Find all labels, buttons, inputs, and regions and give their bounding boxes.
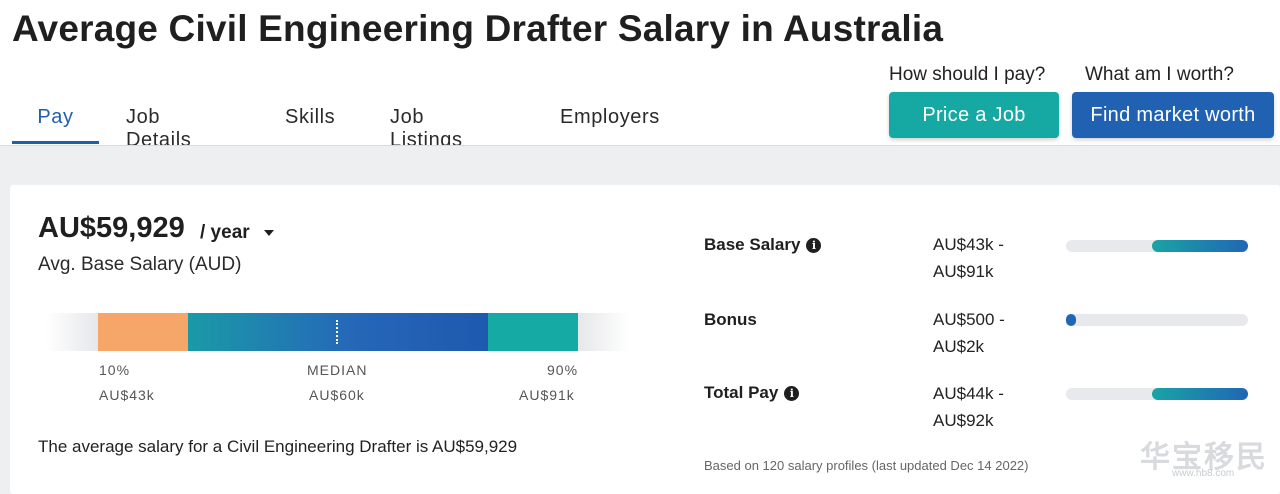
salary-amount: AU$59,929 <box>38 212 185 244</box>
p10-value: AU$43k <box>99 387 155 403</box>
range-segment-median <box>188 313 488 351</box>
base-salary-text: Base Salary <box>704 235 801 254</box>
caret-down-icon[interactable] <box>264 230 274 236</box>
tab-employers[interactable]: Employers <box>560 106 660 128</box>
total-pay-track <box>1066 388 1248 400</box>
pay-period-select[interactable]: / year <box>200 222 250 243</box>
total-pay-range-low: AU$44k - <box>933 384 1004 403</box>
bonus-text: Bonus <box>704 310 757 329</box>
base-salary-range-low: AU$43k - <box>933 235 1004 254</box>
tab-bar: Pay Job Details Skills Job Listings Empl… <box>12 100 659 151</box>
salary-range-bar <box>46 313 630 351</box>
bonus-range-low: AU$500 - <box>933 310 1005 329</box>
median-value: AU$60k <box>309 387 365 403</box>
base-salary-fill <box>1151 240 1248 252</box>
p90-label: 90% <box>547 362 579 378</box>
bonus-label: Bonus <box>704 310 757 330</box>
page-title: Average Civil Engineering Drafter Salary… <box>12 8 944 49</box>
p90-value: AU$91k <box>519 387 575 403</box>
tab-skills[interactable]: Skills <box>285 106 336 128</box>
watermark-url: www.hb8.com <box>1172 468 1235 479</box>
salary-label: Avg. Base Salary (AUD) <box>38 254 242 275</box>
price-question: How should I pay? <box>889 64 1046 85</box>
median-marker <box>336 320 338 344</box>
total-pay-label: Total Pay i <box>704 383 800 403</box>
watermark-logo: 华宝移民 <box>1140 440 1268 475</box>
bonus-track <box>1066 314 1248 326</box>
tab-job-listings[interactable]: Job Listings <box>390 106 463 151</box>
base-salary-track <box>1066 240 1248 252</box>
info-icon[interactable]: i <box>806 238 822 253</box>
total-pay-range-high: AU$92k <box>933 411 994 430</box>
data-source-note: Based on 120 salary profiles (last updat… <box>704 458 1029 473</box>
info-icon[interactable]: i <box>784 386 800 401</box>
bonus-range-high: AU$2k <box>933 337 985 356</box>
median-label: MEDIAN <box>307 362 368 378</box>
range-fade-right <box>578 313 630 351</box>
tab-pay[interactable]: Pay <box>12 100 99 144</box>
price-a-job-button[interactable]: Price a Job <box>889 92 1059 138</box>
bonus-range: AU$500 - AU$2k <box>933 306 1005 360</box>
total-pay-range: AU$44k - AU$92k <box>933 380 1004 434</box>
total-pay-text: Total Pay <box>704 383 779 402</box>
worth-question: What am I worth? <box>1085 64 1234 85</box>
salary-summary: The average salary for a Civil Engineeri… <box>38 437 518 456</box>
p10-label: 10% <box>99 362 131 378</box>
base-salary-label: Base Salary i <box>704 235 822 255</box>
tab-job-details[interactable]: Job Details <box>126 106 192 151</box>
range-segment-p10 <box>98 313 188 351</box>
total-pay-fill <box>1151 388 1248 400</box>
find-market-worth-button[interactable]: Find market worth <box>1072 92 1274 138</box>
range-segment-p90 <box>488 313 578 351</box>
bonus-fill <box>1066 314 1076 326</box>
range-fade-left <box>46 313 98 351</box>
base-salary-range-high: AU$91k <box>933 262 994 281</box>
base-salary-range: AU$43k - AU$91k <box>933 231 1004 285</box>
